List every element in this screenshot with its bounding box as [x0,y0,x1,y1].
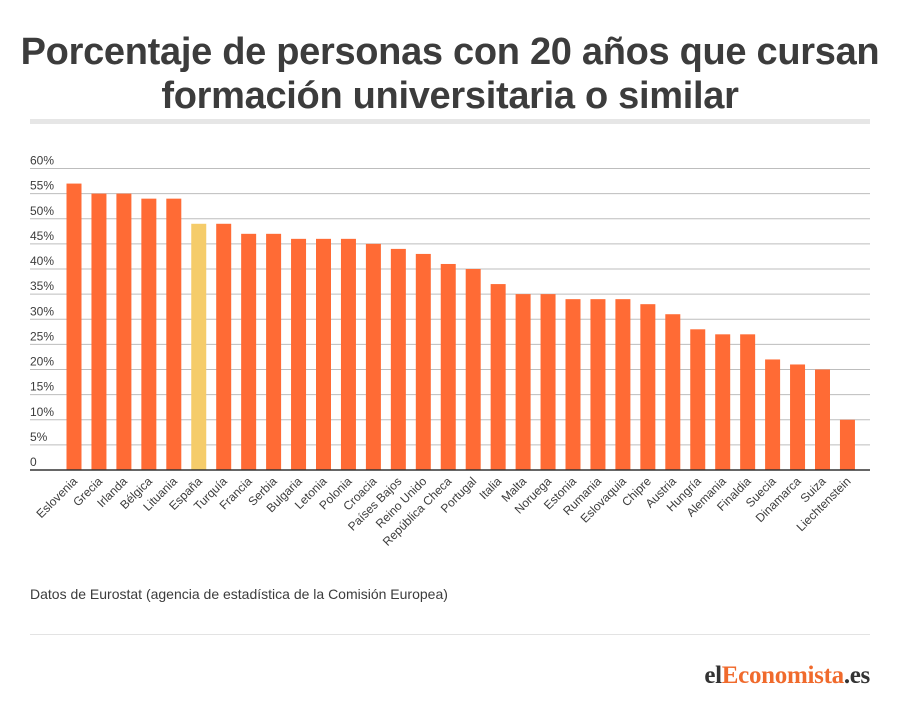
y-tick-label: 20% [30,355,54,369]
y-tick-label: 15% [30,380,54,394]
y-tick-label: 40% [30,254,54,268]
bar [415,253,431,470]
y-tick-label: 45% [30,229,54,243]
title-divider [30,119,870,124]
bar [590,299,606,470]
bar [316,238,331,470]
y-tick-label: 30% [30,304,54,318]
y-tick-label: 0 [30,455,37,469]
y-tick-label: 50% [30,204,54,218]
logo-el: el [704,662,722,689]
bar [490,284,506,470]
bar [615,299,631,470]
bar [640,304,656,470]
bar [765,359,781,470]
bar [166,198,182,470]
logo-economista: Economista [721,662,844,689]
bar [266,233,282,470]
bar [815,369,830,470]
bar [665,314,681,470]
bar [440,263,456,470]
bar [565,299,581,470]
bar [465,269,481,470]
bar [839,419,855,470]
bar [690,329,706,470]
bar [91,193,107,470]
bar [790,364,806,470]
y-tick-label: 60% [30,154,54,168]
y-tick-label: 10% [30,405,54,419]
source-note: Datos de Eurostat (agencia de estadístic… [30,586,448,602]
bar [291,238,307,470]
y-tick-label: 55% [30,179,54,193]
bar [715,334,731,470]
bar [515,294,531,470]
bar [340,238,356,470]
bar [365,243,381,470]
chart-title: Porcentaje de personas con 20 años que c… [0,30,900,118]
bar [241,233,257,470]
bar [390,248,406,470]
bar [116,193,132,470]
bar [216,223,232,470]
bar [191,223,207,470]
bar [740,334,756,470]
y-tick-label: 35% [30,279,54,293]
y-tick-label: 5% [30,430,48,444]
bar [540,294,556,470]
title-line-1: Porcentaje de personas con 20 años que c… [20,31,880,73]
footer-divider [30,634,870,635]
bar [66,183,82,470]
bar [141,198,157,470]
brand-logo: elEconomista.es [704,662,870,690]
logo-es: .es [843,662,870,689]
bar-chart: 05%10%15%20%25%30%35%40%45%50%55%60%Eslo… [30,154,870,549]
title-line-2: formación universitaria o similar [161,75,739,117]
y-tick-label: 25% [30,329,54,343]
